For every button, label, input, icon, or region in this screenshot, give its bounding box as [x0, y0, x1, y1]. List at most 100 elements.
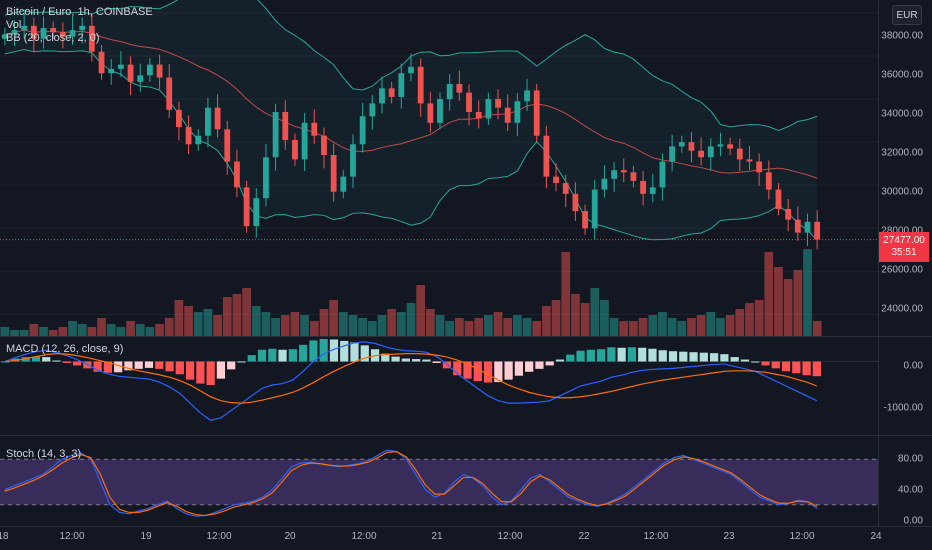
macd-histogram-bar [596, 349, 606, 362]
macd-histogram-bar [730, 357, 739, 362]
candle-body [379, 88, 385, 104]
candle-body [98, 51, 105, 74]
macd-histogram-bar [432, 361, 441, 363]
candle-body [301, 122, 308, 160]
last-price-value: 27477.00 [883, 235, 925, 246]
candle-body [79, 25, 86, 31]
stoch-pane[interactable]: Stoch (14, 3, 3) [0, 436, 878, 526]
macd-histogram-bar [442, 361, 452, 369]
volume-bar [551, 300, 561, 336]
time-tick: 12:00 [206, 531, 232, 542]
macd-histogram-bar [237, 361, 246, 363]
macd-histogram-bar [761, 361, 770, 366]
candle-body [582, 211, 588, 229]
candle-body [591, 189, 598, 229]
volume-bar [629, 321, 638, 336]
macd-histogram-bar [309, 340, 318, 362]
macd-axis[interactable]: 0.00 -1000.00 [878, 337, 932, 435]
macd-histogram-bar [771, 361, 780, 369]
bar-countdown: 35:51 [891, 247, 917, 258]
candle-body [292, 140, 298, 160]
pane-divider[interactable] [0, 336, 932, 337]
price-tick: 32000.00 [881, 147, 923, 159]
macd-histogram-bar [1, 361, 10, 363]
macd-histogram-bar [21, 357, 30, 362]
stoch-axis[interactable]: 80.00 40.00 0.00 [878, 436, 932, 527]
volume-bar [145, 327, 155, 336]
volume-bar [97, 318, 106, 336]
macd-histogram-bar [504, 361, 513, 380]
candle-body [620, 170, 627, 173]
volume-bar [135, 324, 145, 336]
macd-histogram-bar [124, 361, 133, 371]
stoch-legend[interactable]: Stoch (14, 3, 3) [6, 448, 82, 460]
candle-body [205, 107, 211, 136]
price-tick: 28000.00 [881, 225, 923, 237]
currency-button[interactable]: EUR [892, 5, 922, 25]
volume-bar [542, 306, 551, 336]
volume-bar [68, 321, 77, 336]
macd-histogram-bar [299, 344, 308, 362]
bb-legend[interactable]: BB (20, close, 2, 0) [6, 32, 100, 44]
time-axis-divider [0, 526, 932, 527]
volume-bar [309, 321, 319, 336]
pane-divider[interactable] [0, 435, 932, 436]
stoch-tick: 40.00 [897, 484, 923, 496]
macd-histogram-bar [658, 350, 667, 362]
volume-bar [609, 318, 619, 336]
macd-histogram-bar [617, 347, 626, 362]
macd-histogram-bar [679, 351, 688, 362]
time-tick: 12:00 [351, 531, 377, 542]
main-legend: Bitcoin / Euro, 1h, COINBASE Vol BB (20,… [6, 6, 153, 45]
symbol-title[interactable]: Bitcoin / Euro, 1h, COINBASE [6, 6, 153, 18]
macd-histogram-bar [514, 361, 523, 376]
time-tick: 22 [578, 531, 590, 542]
volume-bar [213, 315, 222, 336]
macd-histogram-bar [72, 361, 82, 366]
candle-body [243, 187, 250, 227]
candle-body [21, 25, 28, 31]
macd-legend[interactable]: MACD (12, 26, close, 9) [6, 343, 124, 355]
macd-histogram-bar [165, 361, 174, 372]
macd-histogram-bar [319, 338, 328, 362]
candle-body [437, 99, 443, 123]
candle-body [417, 66, 424, 104]
candle-body [427, 103, 434, 123]
macd-tick: -1000.00 [883, 402, 923, 414]
macd-histogram-bar [781, 361, 791, 372]
macd-histogram-bar [483, 361, 493, 383]
macd-line [4, 341, 818, 421]
main-chart-pane[interactable]: Bitcoin / Euro, 1h, COINBASE Vol BB (20,… [0, 0, 878, 336]
macd-histogram-bar [134, 361, 143, 369]
volume-bar [184, 306, 193, 336]
candle-body [524, 90, 530, 102]
candle-body [456, 84, 463, 93]
price-tick: 24000.00 [881, 303, 923, 315]
macd-histogram-bar [720, 354, 729, 362]
candle-body [727, 144, 734, 149]
volume-legend[interactable]: Vol [6, 19, 22, 31]
macd-histogram-bar [93, 361, 102, 372]
bollinger-basis-line [4, 29, 818, 179]
macd-pane[interactable]: MACD (12, 26, close, 9) [0, 337, 878, 435]
volume-bar [77, 324, 87, 336]
time-tick: 12:00 [497, 531, 523, 542]
volume-bar [290, 312, 300, 336]
candle-body [794, 219, 801, 233]
candle-body [137, 75, 144, 82]
volume-bar [164, 318, 174, 336]
volume-bar [242, 288, 251, 336]
volume-bar [261, 312, 271, 336]
macd-histogram-bar [545, 361, 554, 366]
volume-bar [648, 315, 658, 336]
volume-bar [416, 285, 426, 336]
candle-body [195, 135, 202, 145]
macd-histogram-bar [288, 349, 297, 362]
candle-body [146, 64, 153, 76]
volume-bar [155, 324, 164, 336]
macd-histogram-bar [401, 358, 410, 362]
candle-body [11, 30, 18, 35]
candle-body [234, 161, 240, 188]
time-tick: 18 [0, 531, 9, 542]
price-axis[interactable]: 38000.00 36000.00 34000.00 32000.00 3000… [878, 0, 932, 336]
